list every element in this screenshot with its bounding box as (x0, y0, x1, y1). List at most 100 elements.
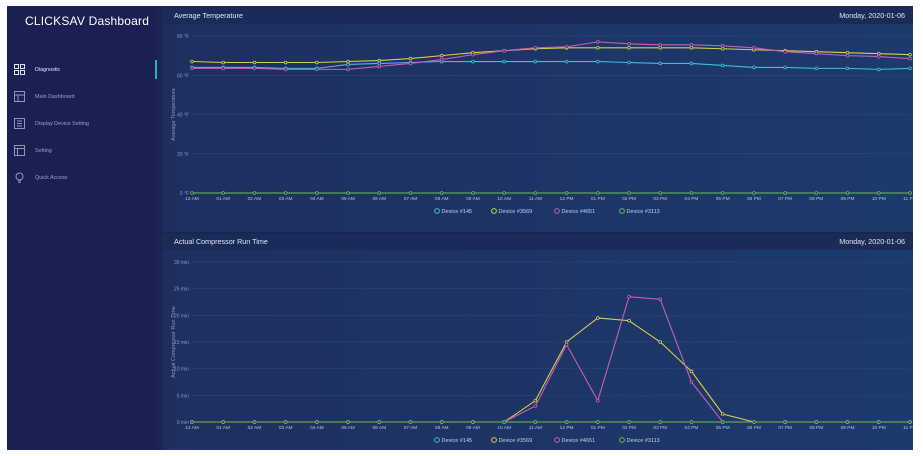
data-point[interactable] (471, 52, 475, 57)
data-point[interactable] (502, 59, 506, 64)
data-point[interactable] (627, 191, 631, 195)
data-point[interactable] (346, 191, 350, 195)
data-point[interactable] (533, 404, 538, 408)
data-point[interactable] (221, 60, 226, 65)
data-point[interactable] (564, 420, 569, 424)
data-point[interactable] (408, 61, 413, 66)
data-point[interactable] (439, 57, 444, 62)
data-point[interactable] (627, 294, 631, 299)
data-point[interactable] (471, 59, 475, 64)
data-point[interactable] (783, 420, 787, 424)
data-point[interactable] (283, 191, 288, 195)
data-point[interactable] (252, 66, 257, 71)
data-point[interactable] (221, 420, 226, 424)
sidebar-item-main-dashboard[interactable]: Main Dashboard (7, 83, 157, 110)
data-point[interactable] (190, 420, 194, 424)
data-point[interactable] (564, 342, 569, 347)
data-point[interactable] (190, 59, 194, 64)
data-point[interactable] (689, 420, 694, 424)
legend-item-device-145[interactable]: Device #145 (434, 208, 472, 215)
legend-item-device-3569[interactable]: Device #3569 (491, 208, 533, 215)
data-point[interactable] (908, 66, 912, 71)
data-point[interactable] (346, 420, 350, 424)
data-point[interactable] (377, 420, 382, 424)
data-point[interactable] (876, 54, 881, 59)
data-point[interactable] (596, 59, 600, 64)
data-point[interactable] (533, 420, 538, 424)
data-point[interactable] (720, 191, 725, 195)
data-point[interactable] (658, 340, 663, 344)
data-point[interactable] (564, 44, 569, 49)
data-point[interactable] (377, 61, 382, 66)
data-point[interactable] (252, 60, 257, 65)
data-point[interactable] (377, 191, 382, 195)
data-point[interactable] (689, 369, 694, 374)
data-point[interactable] (315, 60, 319, 65)
data-point[interactable] (658, 61, 663, 66)
legend-item-device-4651[interactable]: Device #4651 (554, 208, 596, 215)
data-point[interactable] (283, 60, 288, 65)
data-point[interactable] (596, 420, 600, 424)
data-point[interactable] (689, 45, 694, 50)
data-point[interactable] (627, 318, 631, 323)
data-point[interactable] (439, 191, 444, 195)
data-point[interactable] (720, 63, 725, 68)
data-point[interactable] (346, 62, 350, 67)
data-point[interactable] (689, 61, 694, 66)
data-point[interactable] (315, 420, 319, 424)
data-point[interactable] (315, 191, 319, 195)
data-point[interactable] (752, 191, 756, 195)
data-point[interactable] (408, 56, 413, 61)
data-point[interactable] (346, 59, 350, 64)
data-point[interactable] (752, 65, 756, 70)
data-point[interactable] (439, 420, 444, 424)
data-point[interactable] (627, 45, 631, 50)
data-point[interactable] (596, 191, 600, 195)
data-point[interactable] (564, 59, 569, 64)
data-point[interactable] (752, 45, 756, 50)
data-point[interactable] (845, 420, 850, 424)
data-point[interactable] (658, 45, 663, 50)
data-point[interactable] (876, 191, 881, 195)
data-point[interactable] (814, 66, 819, 71)
data-point[interactable] (876, 51, 881, 56)
data-point[interactable] (908, 56, 912, 61)
data-point[interactable] (377, 64, 382, 69)
data-point[interactable] (814, 51, 819, 56)
data-point[interactable] (845, 191, 850, 195)
data-point[interactable] (752, 420, 756, 424)
legend-item-device-3113[interactable]: Device #3113 (619, 437, 660, 444)
data-point[interactable] (283, 67, 288, 72)
data-point[interactable] (533, 398, 538, 403)
data-point[interactable] (346, 67, 350, 72)
data-point[interactable] (627, 420, 631, 424)
data-point[interactable] (471, 191, 475, 195)
data-point[interactable] (502, 191, 506, 195)
data-point[interactable] (596, 40, 600, 44)
data-point[interactable] (315, 67, 319, 72)
data-point[interactable] (627, 42, 631, 46)
data-point[interactable] (533, 191, 538, 195)
data-point[interactable] (689, 43, 694, 47)
data-point[interactable] (658, 297, 663, 302)
data-point[interactable] (689, 191, 694, 195)
data-point[interactable] (283, 420, 288, 424)
data-point[interactable] (408, 191, 413, 195)
data-point[interactable] (658, 43, 663, 47)
data-point[interactable] (439, 53, 444, 58)
data-point[interactable] (876, 67, 881, 72)
data-point[interactable] (814, 191, 819, 195)
legend-item-device-3569[interactable]: Device #3569 (491, 437, 533, 444)
data-point[interactable] (221, 66, 226, 71)
sidebar-item-display-device-setting[interactable]: Display Device Setting (7, 110, 157, 137)
data-point[interactable] (689, 380, 694, 384)
data-point[interactable] (502, 420, 506, 424)
data-point[interactable] (908, 52, 912, 57)
data-point[interactable] (845, 50, 850, 55)
data-point[interactable] (471, 420, 475, 424)
data-point[interactable] (720, 412, 725, 416)
data-point[interactable] (502, 48, 506, 53)
data-point[interactable] (190, 66, 194, 71)
data-point[interactable] (596, 45, 600, 50)
data-point[interactable] (658, 420, 663, 424)
